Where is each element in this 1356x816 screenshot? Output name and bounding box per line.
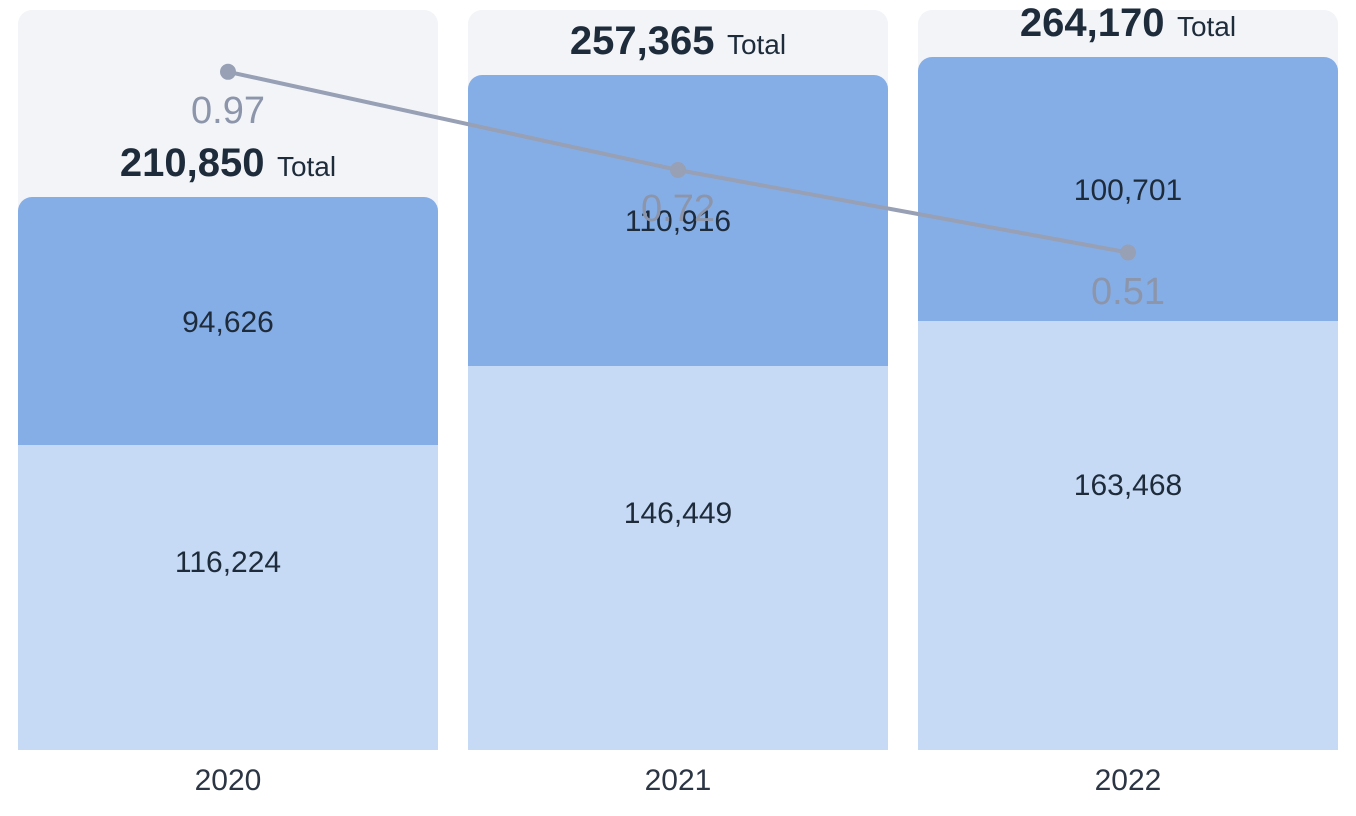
bar-segment-bottom-value: 116,224 bbox=[18, 546, 438, 580]
bar-segment-top: 94,626 bbox=[18, 197, 438, 445]
bar-total-value: 257,365 bbox=[570, 19, 715, 63]
bar-total-word: Total bbox=[727, 29, 786, 60]
bar-total-word: Total bbox=[277, 151, 336, 182]
line-point-label: 0.97 bbox=[128, 90, 328, 133]
line-point-label: 0.72 bbox=[578, 188, 778, 231]
bar-total-label: 257,365 Total bbox=[468, 19, 888, 64]
bar-segment-top-value: 100,701 bbox=[918, 174, 1338, 208]
bar-segment-bottom: 163,468 bbox=[918, 321, 1338, 750]
bar-total-label: 210,850 Total bbox=[18, 141, 438, 186]
bar-segment-bottom: 146,449 bbox=[468, 366, 888, 750]
bar-total-word: Total bbox=[1177, 11, 1236, 42]
bar-total-value: 264,170 bbox=[1020, 1, 1165, 45]
bar-segment-top-value: 94,626 bbox=[18, 306, 438, 340]
bar-segment-bottom-value: 146,449 bbox=[468, 497, 888, 531]
x-axis-label: 2021 bbox=[468, 764, 888, 798]
line-point-label: 0.51 bbox=[1028, 271, 1228, 314]
x-axis-label: 2022 bbox=[918, 764, 1338, 798]
chart-panel: 257,365 Total 110,916 146,449 bbox=[468, 10, 888, 750]
bar-total-label: 264,170 Total bbox=[918, 1, 1338, 46]
stacked-bar-line-chart: 210,850 Total 94,626 116,224 0.97 2020 2… bbox=[0, 0, 1356, 816]
bar-segment-bottom-value: 163,468 bbox=[918, 469, 1338, 503]
bar-segment-bottom: 116,224 bbox=[18, 445, 438, 750]
x-axis-label: 2020 bbox=[18, 764, 438, 798]
bar-total-value: 210,850 bbox=[120, 141, 265, 185]
chart-panel: 264,170 Total 100,701 163,468 bbox=[918, 10, 1338, 750]
